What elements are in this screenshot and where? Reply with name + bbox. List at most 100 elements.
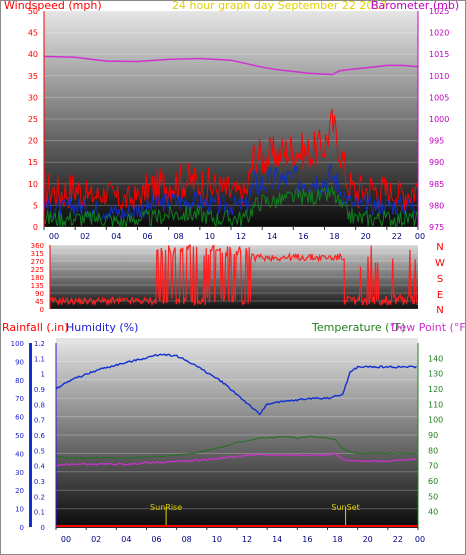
direction-tick-label: 180 [31, 274, 44, 282]
compass-label: S [437, 274, 443, 285]
humidity-x-tick-label: 20 [363, 535, 373, 544]
temperature-right-axis: 40 50 60 70 80 90 100 110 120 130 140 [417, 343, 443, 527]
temperature-tick-label: 120 [428, 385, 443, 394]
rainfall-tick-label: 1.2 [34, 340, 45, 348]
rainfall-tick-label: 0.7 [34, 417, 45, 425]
wind-x-tick-label: 10 [205, 232, 215, 241]
barometer-tick-label: 1000 [429, 115, 449, 124]
wind-gust-line [43, 108, 419, 212]
wind-x-tick-label: 06 [142, 232, 152, 241]
barometer-tick-label: 990 [429, 158, 444, 167]
humidity-x-tick-label: 22 [393, 535, 403, 544]
humidity-x-tick-label: 00 [61, 535, 71, 544]
barometer-tick-label: 995 [429, 137, 444, 146]
rainfall-tick-label: 0.2 [34, 493, 45, 501]
compass-label: E [437, 290, 443, 301]
wind-tick-label: 10 [28, 180, 38, 189]
temperature-axis-title: Temperature (°F) [311, 321, 406, 334]
humidity-x-tick-label: 14 [272, 535, 282, 544]
temperature-tick-label: 110 [428, 400, 443, 409]
temperature-tick-label: 60 [428, 477, 438, 486]
temperature-tick-label: 100 [428, 416, 443, 425]
barometer-axis-title: Barometer (mb) [371, 0, 459, 12]
barometer-tick-label: 1015 [429, 50, 449, 59]
rainfall-tick-label: 1.1 [34, 355, 45, 363]
humidity-tick-label: 60 [15, 414, 24, 422]
humidity-tick-label: 100 [11, 340, 24, 348]
humidity-tick-label: 20 [15, 487, 24, 495]
direction-tick-label: 45 [35, 298, 44, 306]
direction-tick-label: 90 [35, 290, 44, 298]
humidity-plot-area [56, 338, 418, 528]
wind-gridlines [44, 10, 418, 228]
compass-label: W [435, 258, 445, 269]
wind-tick-label: 45 [28, 29, 38, 38]
humidity-tick-label: 50 [15, 432, 24, 440]
wind-tick-label: 40 [28, 50, 38, 59]
direction-tick-label: 0 [40, 306, 44, 314]
rainfall-tick-label: 0.8 [34, 401, 45, 409]
wind-tick-label: 25 [28, 115, 38, 124]
humidity-tick-label: 90 [15, 358, 24, 366]
barometer-line [43, 55, 419, 76]
barometer-tick-label: 985 [429, 180, 444, 189]
wind-tick-label: 20 [28, 137, 38, 146]
wind-x-tick-label: 14 [267, 232, 277, 241]
wind-direction-line [49, 244, 418, 307]
humidity-x-tick-label: 06 [151, 535, 161, 544]
barometer-tick-label: 1010 [429, 72, 449, 81]
wind-x-tick-label: 04 [111, 232, 121, 241]
barometer-tick-label: 975 [429, 223, 444, 232]
rainfall-axis-title: Rainfall (.in) [2, 321, 69, 334]
wind-low-line [43, 186, 419, 228]
direction-tick-label: 135 [31, 282, 44, 290]
humidity-x-axis: 00 02 04 06 08 10 12 14 16 18 20 22 00 [55, 527, 425, 544]
wind-plot-area [44, 11, 418, 227]
temperature-tick-label: 130 [428, 370, 443, 379]
humidity-tick-label: 10 [15, 506, 24, 514]
dewpoint-axis-title: Dew Point (°F) [391, 321, 466, 334]
humidity-x-tick-label: 16 [302, 535, 312, 544]
humidity-tick-label: 0 [20, 524, 24, 532]
rainfall-tick-label: 1 [41, 371, 45, 379]
humidity-tick-label: 80 [15, 377, 24, 385]
wind-x-tick-label: 18 [329, 232, 339, 241]
wind-x-tick-label: 22 [392, 232, 402, 241]
direction-series [49, 244, 418, 307]
wind-average-line [43, 164, 419, 222]
barometer-tick-label: 980 [429, 201, 444, 210]
rainfall-tick-label: 0 [41, 524, 45, 532]
wind-x-tick-label: 02 [80, 232, 90, 241]
dewpoint-line [55, 452, 417, 467]
humidity-tick-label: 30 [15, 469, 24, 477]
barometer-right-axis: 975 980 985 990 995 1000 1005 1010 1015 1020 1025 [417, 7, 449, 232]
temperature-tick-label: 80 [428, 446, 438, 455]
rainfall-tick-label: 0.4 [34, 463, 46, 471]
wind-tick-label: 50 [28, 7, 38, 16]
compass-label: N [436, 305, 443, 316]
wind-tick-label: 15 [28, 158, 38, 167]
wind-x-tick-label: 20 [361, 232, 371, 241]
humidity-x-tick-label: 18 [332, 535, 342, 544]
wind-x-tick-label: 12 [236, 232, 246, 241]
temperature-line [55, 435, 417, 460]
humidity-x-tick-label: 04 [121, 535, 131, 544]
wind-x-tick-label: 00 [415, 232, 425, 241]
direction-tick-label: 315 [31, 250, 44, 258]
rainfall-tick-label: 0.1 [34, 509, 45, 517]
wind-tick-label: 0 [33, 223, 38, 232]
humidity-x-tick-label: 02 [91, 535, 101, 544]
humidity-x-tick-label: 10 [212, 535, 222, 544]
wind-left-axis: 0 5 10 15 20 25 30 35 40 45 50 [28, 7, 45, 232]
sun-marker-label: SunSet [331, 503, 359, 512]
rainfall-tick-label: 0.9 [34, 386, 45, 394]
wind-tick-label: 5 [33, 201, 38, 210]
temperature-tick-label: 70 [428, 462, 438, 471]
